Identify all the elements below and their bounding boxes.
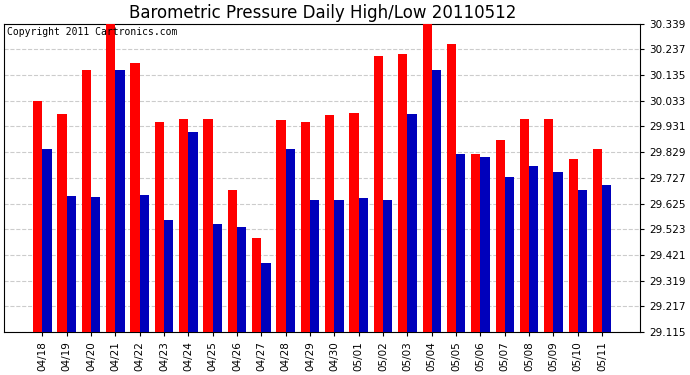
Text: Copyright 2011 Cartronics.com: Copyright 2011 Cartronics.com bbox=[8, 27, 178, 37]
Bar bbox=[398, 54, 407, 332]
Bar bbox=[310, 200, 319, 332]
Bar bbox=[593, 149, 602, 332]
Bar bbox=[383, 200, 393, 332]
Bar bbox=[359, 198, 368, 332]
Bar bbox=[81, 70, 91, 332]
Bar bbox=[350, 113, 359, 332]
Bar bbox=[237, 227, 246, 332]
Bar bbox=[179, 119, 188, 332]
Bar bbox=[480, 157, 490, 332]
Bar bbox=[67, 196, 76, 332]
Bar bbox=[228, 190, 237, 332]
Bar bbox=[505, 177, 514, 332]
Bar bbox=[335, 200, 344, 332]
Bar bbox=[115, 70, 125, 332]
Bar bbox=[42, 149, 52, 332]
Bar bbox=[91, 197, 100, 332]
Bar bbox=[130, 63, 139, 332]
Bar bbox=[569, 159, 578, 332]
Bar bbox=[495, 140, 505, 332]
Bar bbox=[155, 122, 164, 332]
Bar bbox=[602, 184, 611, 332]
Bar bbox=[204, 119, 213, 332]
Bar bbox=[188, 132, 197, 332]
Bar bbox=[164, 220, 173, 332]
Bar bbox=[325, 116, 335, 332]
Title: Barometric Pressure Daily High/Low 20110512: Barometric Pressure Daily High/Low 20110… bbox=[128, 4, 516, 22]
Bar bbox=[529, 166, 538, 332]
Bar bbox=[106, 18, 115, 332]
Bar bbox=[57, 114, 67, 332]
Bar bbox=[520, 119, 529, 332]
Bar bbox=[447, 44, 456, 332]
Bar bbox=[422, 13, 432, 332]
Bar bbox=[544, 119, 553, 332]
Bar bbox=[407, 114, 417, 332]
Bar bbox=[277, 120, 286, 332]
Bar bbox=[286, 149, 295, 332]
Bar bbox=[578, 190, 587, 332]
Bar bbox=[262, 262, 270, 332]
Bar bbox=[301, 122, 310, 332]
Bar bbox=[432, 70, 441, 332]
Bar bbox=[213, 224, 222, 332]
Bar bbox=[252, 237, 262, 332]
Bar bbox=[139, 195, 149, 332]
Bar bbox=[374, 56, 383, 332]
Bar bbox=[456, 154, 465, 332]
Bar bbox=[33, 101, 42, 332]
Bar bbox=[471, 154, 480, 332]
Bar bbox=[553, 172, 563, 332]
